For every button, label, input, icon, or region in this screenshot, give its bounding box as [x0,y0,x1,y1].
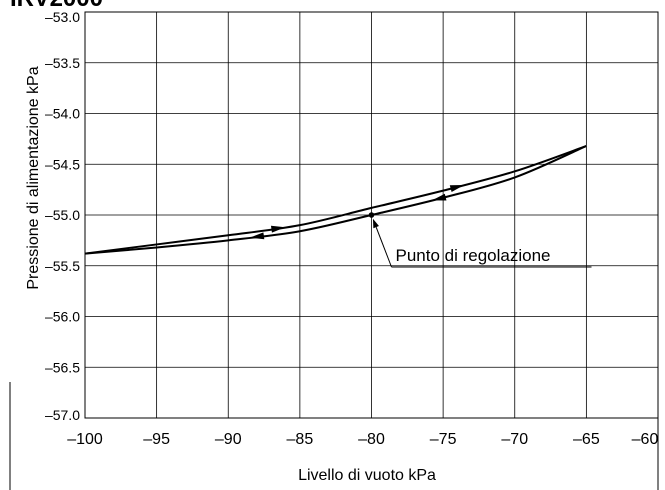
direction-arrow [449,184,465,192]
y-tick-label: –54.5 [45,156,80,172]
plot-border [84,11,659,419]
y-tick-label: –53.5 [45,55,80,71]
x-axis-label: Livello di vuoto kPa [298,467,436,484]
x-tick-label: –80 [358,431,385,448]
y-tick-label: –54.0 [45,106,80,122]
direction-arrow [249,232,265,240]
annotation-label: Punto di regolazione [396,246,551,265]
y-tick-label: –57.0 [45,407,80,423]
x-tick-label: –85 [287,431,314,448]
y-tick-label: –55.0 [45,207,80,223]
chart-title-clip: IRV2000 [10,0,170,9]
direction-arrow [270,225,286,233]
x-tick-label: –90 [215,431,242,448]
x-tick-label: –100 [67,431,103,448]
series-line-0 [84,145,587,255]
x-tick-label: –70 [501,431,528,448]
x-tick-label: –60 [632,431,659,448]
chart-title: IRV2000 [10,0,103,9]
set-point-marker [368,212,375,218]
annotation-arrowhead [372,218,379,229]
x-tick-label: –75 [430,431,457,448]
y-axis-label: Pressione di alimentazione kPa [25,66,42,289]
annotation-leader-line [375,226,392,268]
series-line-1 [84,145,587,255]
y-tick-label: –55.5 [45,258,80,274]
y-tick-label: –56.5 [45,359,80,375]
x-tick-label: –65 [573,431,600,448]
direction-arrow [432,193,447,201]
x-tick-label: –95 [143,431,170,448]
y-tick-label: –53.0 [45,9,80,25]
y-tick-label: –56.0 [45,309,80,325]
